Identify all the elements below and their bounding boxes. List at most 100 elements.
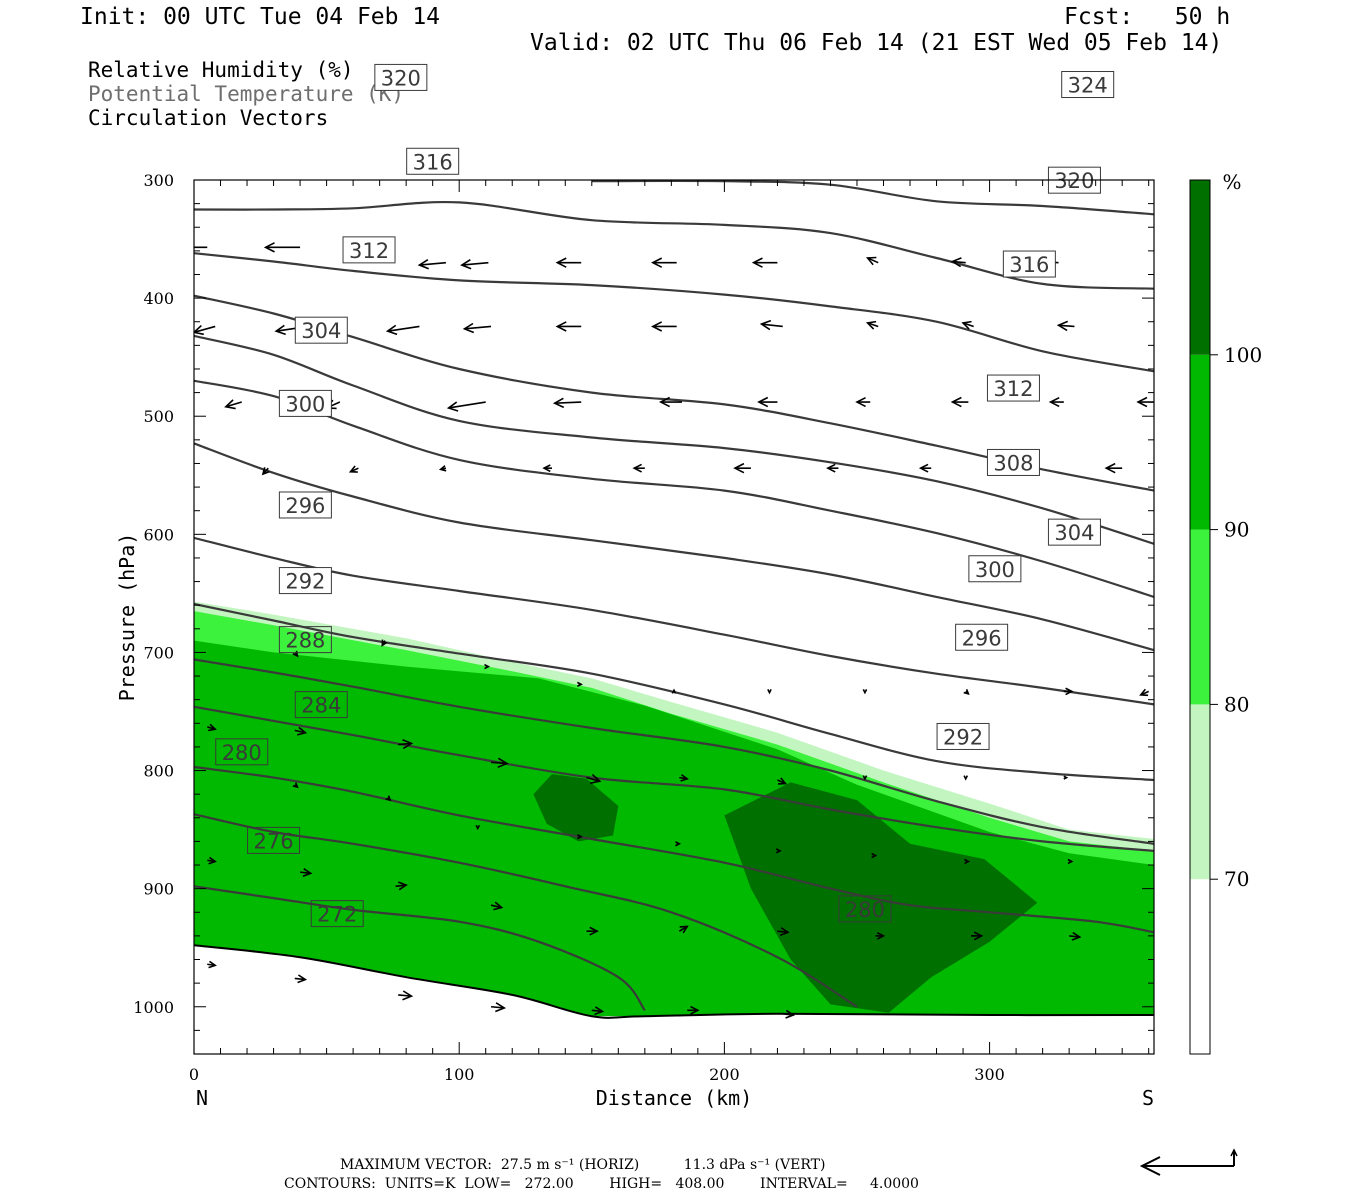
small-vector-31 xyxy=(299,868,313,877)
contour-label-box-288 xyxy=(278,626,332,654)
contour-label-box-280 xyxy=(838,895,892,923)
small-vector-14-shaft xyxy=(490,761,507,765)
small-vector-42-head xyxy=(402,990,414,1001)
small-vector-46 xyxy=(782,1009,796,1019)
vector-34-head xyxy=(542,464,551,473)
small-vector-25 xyxy=(675,841,682,847)
contour-label-box-292 xyxy=(278,567,332,595)
vector-30-head xyxy=(1136,396,1148,408)
colorbar-band-90 xyxy=(1190,354,1210,530)
small-vector-33-shaft xyxy=(490,904,502,909)
vector-20-shaft xyxy=(1058,324,1075,328)
contour-label-box-276 xyxy=(247,826,301,854)
small-vector-31-shaft xyxy=(299,871,311,875)
vector-15 xyxy=(555,321,582,332)
small-vector-41-shaft xyxy=(294,977,306,981)
vector-32-head xyxy=(348,465,358,473)
vector-33-head xyxy=(438,465,447,472)
contour-label-312-2: 312 xyxy=(993,377,1033,401)
contour-label-box-296 xyxy=(278,491,332,519)
below-ground-mask xyxy=(194,945,1154,1054)
small-vector-30-head xyxy=(208,856,217,865)
small-vector-32 xyxy=(395,881,408,891)
small-vector-7 xyxy=(862,689,868,695)
small-vector-25-head xyxy=(675,841,682,847)
small-vector-19 xyxy=(963,775,969,781)
vector-4-head xyxy=(460,259,472,270)
contour-label-box-316 xyxy=(406,147,460,175)
small-vector-32-head xyxy=(398,881,408,891)
small-vector-43 xyxy=(490,1002,507,1013)
small-vector-3 xyxy=(484,663,491,670)
contour-label-box-320 xyxy=(374,63,428,91)
contour-label-box-304 xyxy=(1047,518,1101,546)
small-vector-44-shaft xyxy=(591,1009,603,1013)
vector-14-head xyxy=(462,322,475,334)
small-vector-12-shaft xyxy=(294,729,306,734)
small-vector-5 xyxy=(671,688,677,694)
contour-label-box-296 xyxy=(955,623,1009,651)
contour-label-296-2: 296 xyxy=(962,626,1002,650)
small-vector-35 xyxy=(678,925,689,934)
small-vector-37 xyxy=(875,932,886,940)
vector-13-shaft xyxy=(387,325,420,332)
small-vector-5-head xyxy=(671,688,677,694)
small-vector-40 xyxy=(207,960,217,969)
small-vector-44 xyxy=(591,1006,605,1016)
small-vector-4 xyxy=(576,681,583,687)
vector-18-shaft xyxy=(867,322,879,328)
theta-contour-280 xyxy=(194,765,1154,934)
vector-18 xyxy=(865,320,879,330)
small-vector-27-head xyxy=(871,852,878,859)
vector-9-shaft xyxy=(952,260,966,264)
small-vector-42-shaft xyxy=(398,994,412,997)
contour-label-300-1: 300 xyxy=(285,392,325,416)
theta-contour-292 xyxy=(194,602,1154,782)
contour-label-292-2: 292 xyxy=(943,725,983,749)
theta-contour-276 xyxy=(194,813,858,1008)
vector-13 xyxy=(385,324,420,336)
contour-label-box-324 xyxy=(1061,71,1115,99)
vector-4-shaft xyxy=(461,261,489,266)
contour-label-304-2: 304 xyxy=(1054,521,1094,545)
y-tick-label-400: 400 xyxy=(143,289,174,308)
contour-label-box-284 xyxy=(294,691,348,719)
vector-3-head xyxy=(417,259,429,270)
colorbar-band-60 xyxy=(1190,879,1210,1054)
contour-label-272-1: 272 xyxy=(317,903,357,927)
vector-26 xyxy=(757,396,778,408)
vector-35-head xyxy=(632,463,642,473)
small-vector-21 xyxy=(292,782,299,789)
small-vector-45-head xyxy=(690,1005,700,1015)
vector-25 xyxy=(658,396,682,408)
small-vector-14 xyxy=(490,757,509,769)
small-vector-8 xyxy=(963,689,970,695)
small-vector-40-head xyxy=(208,960,217,969)
small-vector-33-head xyxy=(493,901,504,911)
contour-info-note: CONTOURS: UNITS=K LOW= 272.00 HIGH= 408.… xyxy=(284,1176,919,1192)
vector-19-head xyxy=(961,320,972,330)
contour-label-308-1: 308 xyxy=(993,451,1033,475)
vector-9-head xyxy=(950,257,962,268)
small-vector-41-head xyxy=(297,974,308,984)
vector-40-head xyxy=(1104,462,1116,474)
vector-20-head xyxy=(1056,320,1069,332)
theta-contour-300 xyxy=(194,442,1154,652)
vector-37 xyxy=(826,463,839,473)
colorbar: 70 80 90 100 xyxy=(1189,179,1262,1055)
small-vector-17 xyxy=(777,777,787,785)
contour-label-box-316 xyxy=(1002,250,1056,278)
vector-17-head xyxy=(759,319,772,331)
small-vector-36-shaft xyxy=(777,930,789,934)
vector-2-head xyxy=(263,242,275,253)
contour-label-box-280 xyxy=(215,738,269,766)
small-vector-15 xyxy=(586,773,602,785)
small-vector-30 xyxy=(207,856,217,865)
contour-label-292-1: 292 xyxy=(285,570,325,594)
small-vector-9-head xyxy=(1065,687,1074,696)
colorbar-band-70 xyxy=(1190,704,1210,880)
vector-28-head xyxy=(950,396,962,408)
vector-17-shaft xyxy=(761,323,783,328)
vector-8-head xyxy=(865,256,877,266)
small-vector-20-head xyxy=(1063,775,1069,780)
